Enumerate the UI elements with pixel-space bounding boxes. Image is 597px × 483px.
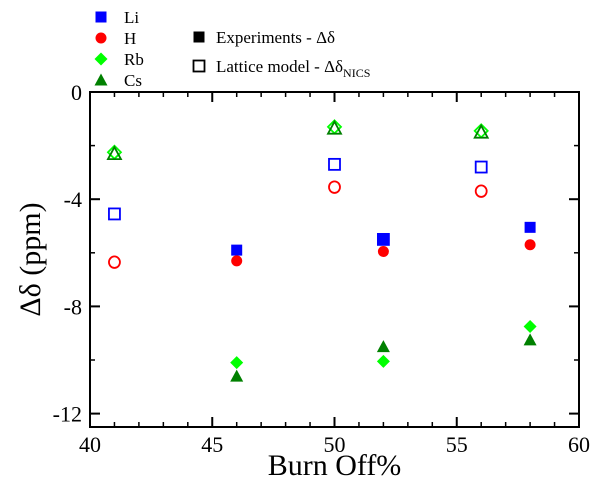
- point-rb-experiment: [376, 354, 390, 368]
- legend-label-li: Li: [124, 8, 139, 27]
- x-axis-title: Burn Off%: [268, 449, 402, 482]
- point-h-lattice: [108, 255, 121, 269]
- y-tick-label: -8: [64, 294, 82, 319]
- legend-marker-li: [95, 11, 107, 23]
- y-tick-label: -12: [53, 402, 82, 427]
- x-tick-label: 55: [446, 432, 468, 457]
- x-tick-label: 50: [324, 432, 346, 457]
- point-li-lattice: [474, 160, 488, 174]
- point-rb-experiment: [523, 320, 537, 333]
- legend-label-lattice-subscript: NICS: [343, 66, 370, 80]
- legend-marker-h: [95, 32, 107, 44]
- point-li-experiment: [231, 244, 243, 256]
- legend-marker-experiments: [193, 31, 205, 43]
- point-li-lattice: [328, 157, 341, 171]
- point-cs-experiment: [230, 369, 244, 382]
- legend-marker-cs: [94, 73, 108, 86]
- point-h-experiment: [524, 239, 536, 251]
- point-li-experiment: [377, 233, 389, 245]
- y-tick-label: -4: [64, 187, 82, 212]
- legend-label-lattice: Lattice model - ΔδNICS: [216, 57, 370, 80]
- point-cs-lattice: [106, 145, 123, 161]
- y-axis-title-main: Δδ: [14, 283, 47, 316]
- x-tick-label: 60: [568, 432, 590, 457]
- point-cs-experiment: [376, 340, 390, 353]
- legend-label-h: H: [124, 29, 136, 48]
- point-h-experiment: [231, 255, 243, 267]
- legend: Li H Rb Cs Experiments - Δδ Lattice model - Δ…: [94, 8, 370, 90]
- y-axis-title: Δδ (ppm): [14, 202, 47, 316]
- legend-marker-lattice: [192, 59, 206, 73]
- legend-label-cs: Cs: [124, 71, 142, 90]
- point-h-lattice: [328, 180, 341, 194]
- legend-label-rb: Rb: [124, 50, 144, 69]
- legend-label-lattice-main: Lattice model - Δδ: [216, 57, 343, 76]
- point-li-lattice: [108, 207, 121, 221]
- point-li-experiment: [524, 221, 536, 233]
- axis-ticks: 40 45 50 55 60 0 -4 -8 -12: [53, 80, 590, 457]
- point-h-experiment: [377, 245, 389, 257]
- y-tick-label: 0: [71, 80, 82, 105]
- legend-label-experiments: Experiments - Δδ: [216, 28, 335, 47]
- point-cs-lattice: [326, 119, 343, 135]
- data-marks: [106, 119, 537, 382]
- legend-marker-rb: [94, 52, 108, 66]
- point-cs-experiment: [523, 333, 537, 346]
- x-tick-label: 45: [201, 432, 223, 457]
- point-rb-experiment: [230, 356, 244, 370]
- x-tick-label: 40: [79, 432, 101, 457]
- plot-frame: [89, 91, 580, 428]
- y-axis-title-unit: (ppm): [14, 202, 47, 275]
- point-cs-lattice: [473, 123, 490, 139]
- point-h-lattice: [474, 184, 488, 198]
